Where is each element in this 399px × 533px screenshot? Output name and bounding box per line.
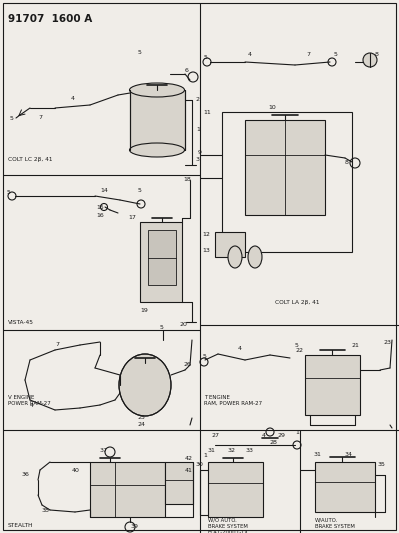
Text: 25: 25 (138, 415, 146, 420)
Text: 33: 33 (246, 448, 254, 453)
Text: 34: 34 (345, 452, 353, 457)
Text: 40: 40 (72, 468, 80, 473)
Text: 30: 30 (196, 462, 204, 467)
Text: VISTA-45: VISTA-45 (8, 320, 34, 325)
Text: 32: 32 (228, 448, 236, 453)
Text: 26: 26 (183, 362, 191, 367)
Text: 36: 36 (22, 472, 30, 477)
Bar (165, 462, 193, 504)
Text: 7: 7 (38, 115, 42, 120)
Text: 28: 28 (270, 440, 278, 445)
Text: 42: 42 (185, 456, 193, 461)
Text: 16: 16 (96, 213, 104, 218)
Text: 9: 9 (198, 150, 202, 155)
Ellipse shape (119, 354, 171, 416)
Text: 4: 4 (248, 52, 252, 57)
Text: 5: 5 (7, 190, 11, 195)
Text: 12: 12 (202, 232, 210, 237)
Ellipse shape (228, 246, 242, 268)
Text: 5: 5 (204, 55, 208, 60)
Text: 5: 5 (138, 50, 142, 55)
Text: 14: 14 (100, 188, 108, 193)
Text: 35: 35 (378, 462, 386, 467)
Text: W/AUTO.
BRAKE SYSTEM: W/AUTO. BRAKE SYSTEM (315, 518, 355, 529)
Text: 22: 22 (296, 348, 304, 353)
Bar (130, 90, 185, 150)
Text: 31: 31 (208, 448, 216, 453)
Text: 39: 39 (131, 524, 139, 529)
Text: 10: 10 (268, 105, 276, 110)
Ellipse shape (248, 246, 262, 268)
Ellipse shape (130, 83, 184, 97)
Bar (222, 112, 352, 252)
Text: 5: 5 (203, 354, 207, 359)
Text: 1: 1 (203, 453, 207, 458)
Text: 91707  1600 A: 91707 1600 A (8, 14, 92, 24)
Text: T ENGINE
RAM, POWER RAM-27: T ENGINE RAM, POWER RAM-27 (204, 395, 262, 406)
Text: 38: 38 (42, 508, 50, 513)
Bar (305, 355, 360, 415)
Text: V ENGINE
POWER RAM-27: V ENGINE POWER RAM-27 (8, 395, 51, 406)
Circle shape (363, 53, 377, 67)
Text: 4: 4 (238, 346, 242, 351)
Text: 1: 1 (196, 127, 200, 132)
Bar (208, 462, 263, 517)
Bar (148, 230, 176, 285)
Bar (215, 232, 245, 257)
Text: 1: 1 (295, 430, 299, 435)
Text: 7: 7 (55, 342, 59, 347)
Text: COLT LC 2β, 41: COLT LC 2β, 41 (8, 157, 53, 162)
Text: 27: 27 (212, 433, 220, 438)
Text: 6: 6 (185, 68, 189, 73)
Text: 8: 8 (345, 160, 349, 165)
Text: 11: 11 (203, 110, 211, 115)
Text: 24: 24 (138, 422, 146, 427)
Text: 20: 20 (180, 322, 188, 327)
Bar (245, 120, 325, 215)
Text: STEALTH: STEALTH (8, 523, 34, 528)
Text: 21: 21 (352, 343, 360, 348)
Text: 17: 17 (128, 215, 136, 220)
Text: 23: 23 (383, 340, 391, 345)
Text: 5: 5 (334, 52, 338, 57)
Text: 19: 19 (140, 308, 148, 313)
Text: 31: 31 (314, 452, 322, 457)
Text: 2: 2 (196, 97, 200, 102)
Text: 8: 8 (375, 52, 379, 57)
Text: 13: 13 (202, 248, 210, 253)
Bar (90, 462, 165, 517)
Text: 41: 41 (185, 468, 193, 473)
Text: 5: 5 (160, 325, 164, 330)
Text: 5: 5 (138, 188, 142, 193)
Ellipse shape (130, 143, 184, 157)
Text: 4: 4 (30, 403, 34, 408)
Text: 18: 18 (183, 177, 191, 182)
Bar (315, 462, 375, 512)
Text: 15: 15 (96, 205, 104, 210)
Text: COLT LA 2β, 41: COLT LA 2β, 41 (275, 300, 320, 305)
Text: 4: 4 (262, 433, 266, 438)
Text: 3: 3 (196, 157, 200, 162)
Text: 37: 37 (100, 448, 108, 453)
Text: 29: 29 (278, 433, 286, 438)
Text: 4: 4 (71, 96, 75, 101)
Text: 7: 7 (306, 52, 310, 57)
Bar (140, 222, 182, 302)
Text: W/O AUTO.
BRAKE SYSTEM
H 41-2000 GTX: W/O AUTO. BRAKE SYSTEM H 41-2000 GTX (208, 518, 248, 533)
Text: 5: 5 (10, 116, 14, 121)
Text: 5: 5 (295, 343, 299, 348)
